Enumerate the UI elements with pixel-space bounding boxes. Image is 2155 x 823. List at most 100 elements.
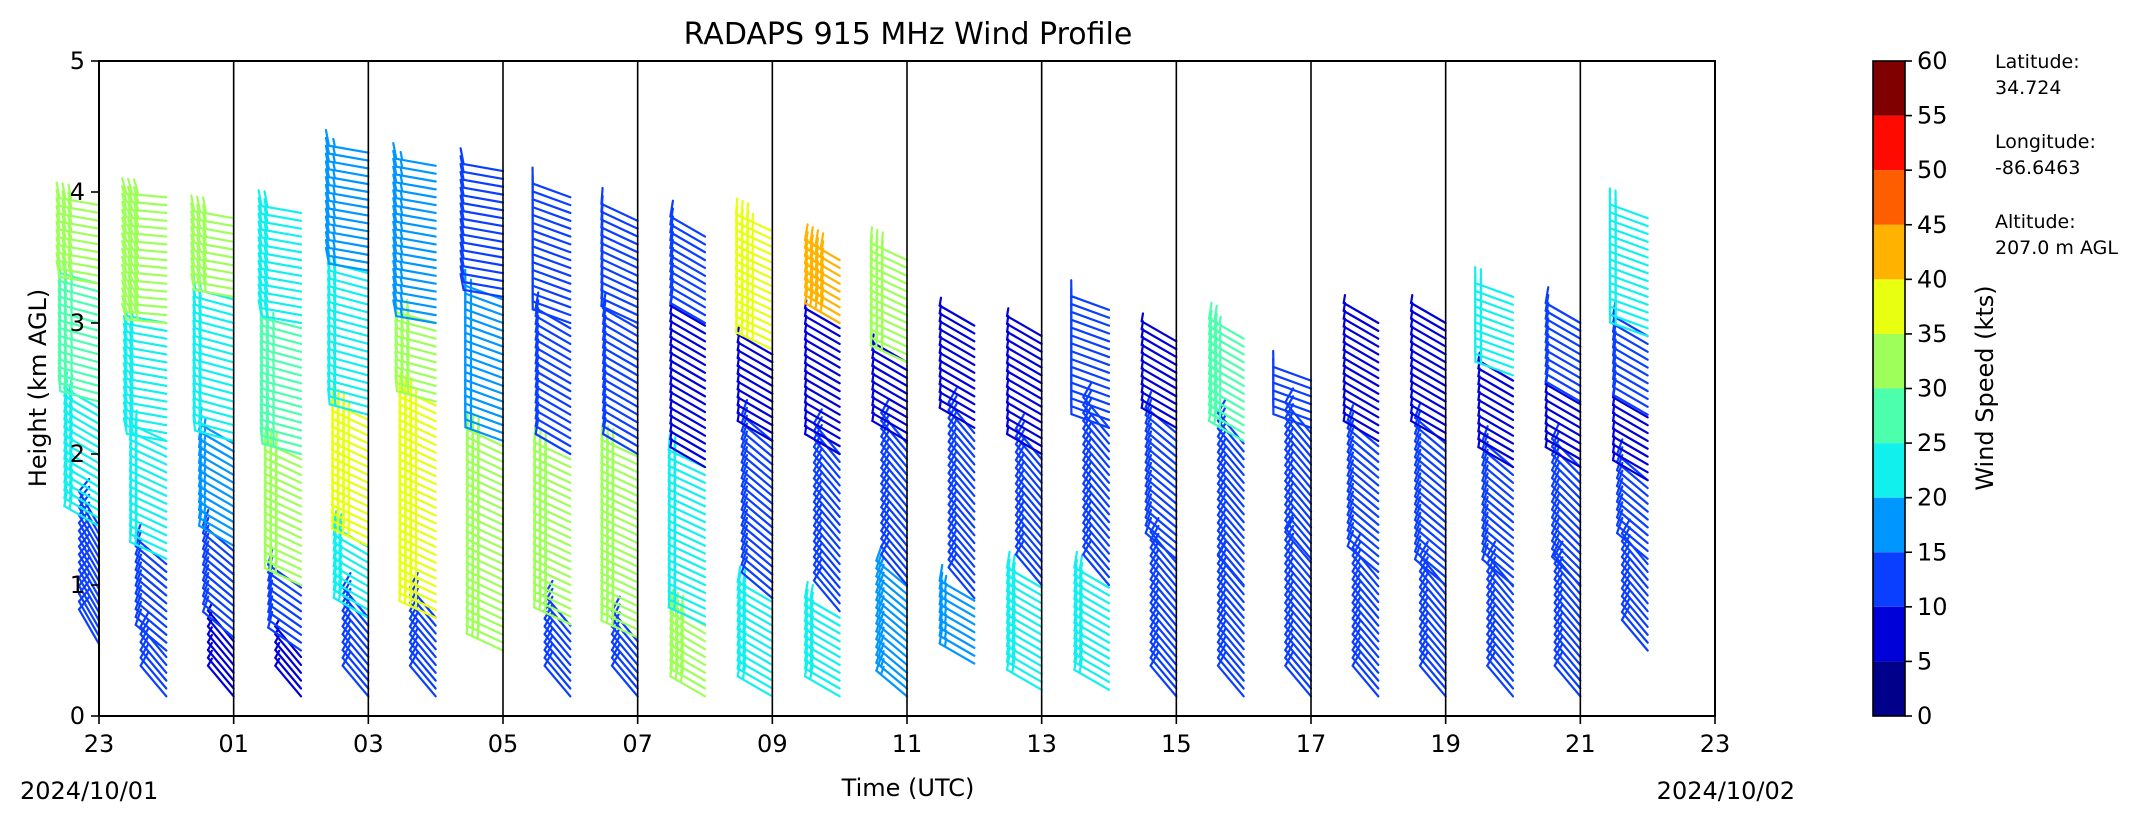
wind-barb-flag (392, 252, 398, 270)
wind-barb-shaft (740, 516, 774, 545)
wind-barb-shaft (736, 356, 774, 380)
wind-barb-shaft (462, 225, 505, 236)
wind-barb-half-flag (70, 377, 74, 388)
wind-barb-shaft (1486, 562, 1515, 596)
wind-barb-half-flag (272, 437, 276, 448)
wind-barb-flag (257, 275, 263, 294)
wind-barb-shaft (543, 625, 572, 659)
colorbar-bin (1873, 170, 1905, 225)
wind-barb-half-flag (70, 283, 74, 294)
wind-barb-shaft (1144, 469, 1178, 498)
wind-barb-shaft (1005, 432, 1043, 456)
altitude-label: Altitude: (1995, 211, 2076, 233)
wind-barb-shaft (1342, 411, 1380, 435)
wind-barb-flag (947, 497, 958, 514)
wind-barb-flag (257, 236, 263, 255)
colorbar-tick-label: 60 (1917, 47, 1948, 75)
wind-barb-shaft (1216, 458, 1245, 492)
wind-barb-half-flag (399, 174, 404, 185)
wind-barb-shaft (1014, 466, 1043, 500)
wind-barb-flag (459, 170, 465, 189)
wind-barb-shaft (1615, 492, 1649, 521)
wind-barb-flag (459, 257, 465, 276)
wind-barb-shaft (1418, 593, 1447, 627)
wind-barb-shaft (1005, 393, 1043, 416)
wind-barb-shaft (1216, 562, 1245, 596)
wind-barb-shaft (1005, 354, 1043, 377)
wind-barb-shaft (812, 461, 841, 495)
wind-barb-half-flag (70, 314, 74, 325)
wind-barb-shaft (740, 445, 774, 474)
wind-barb-flag (812, 534, 823, 551)
wind-barb-flag (459, 273, 465, 291)
wind-barb-shaft (600, 202, 639, 222)
wind-barb-flag (1284, 434, 1295, 451)
wind-barb-shaft (1005, 346, 1043, 369)
wind-barb-shaft (1413, 416, 1447, 445)
wind-barb-shaft (462, 218, 505, 228)
wind-barb-shaft (1351, 625, 1380, 659)
wind-barb-flag (1553, 579, 1564, 597)
wind-barb-shaft (1477, 383, 1515, 406)
wind-barb-shaft (531, 245, 572, 262)
wind-barb-half-flag (399, 292, 404, 303)
wind-barb-flag (610, 642, 621, 659)
wind-barb-flag (459, 233, 465, 252)
colorbar-bin (1873, 279, 1905, 334)
wind-barb-shaft (206, 633, 235, 667)
wind-barb-flag (947, 552, 958, 569)
wind-barb-shaft (1409, 364, 1447, 387)
wind-barb-flag (257, 267, 263, 286)
wind-barb-shaft (1481, 503, 1515, 532)
wind-barb-flag (543, 627, 554, 644)
wind-barb-flag (1284, 497, 1295, 514)
x-tick-label: 11 (892, 730, 923, 758)
wind-barb-shaft (1014, 545, 1043, 579)
wind-barb-shaft (812, 532, 841, 566)
x-tick-label: 07 (622, 730, 653, 758)
wind-barb-shaft (462, 186, 505, 196)
wind-barb-flag (1284, 579, 1295, 597)
wind-barb-flag (1082, 523, 1093, 540)
wind-barb-flag (257, 259, 263, 278)
wind-barb-shaft (1351, 633, 1380, 667)
wind-barb-flag (408, 619, 419, 636)
wind-barb-shaft (1005, 322, 1043, 346)
colorbar-bin (1873, 224, 1905, 280)
wind-barb-shaft (201, 563, 235, 592)
hour-gridlines (232, 61, 1582, 716)
wind-barb-shaft (341, 656, 370, 690)
wind-barb-shaft (1082, 466, 1111, 500)
wind-barb-shaft (1486, 601, 1515, 635)
wind-barb-shaft (1014, 529, 1043, 563)
wind-barb-shaft (1611, 411, 1649, 435)
wind-barb-shaft (77, 608, 101, 646)
wind-barb-shaft (1149, 562, 1178, 596)
x-tick-label: 09 (757, 730, 788, 758)
wind-barb-shaft (1550, 477, 1582, 508)
wind-barb-flag (809, 226, 814, 245)
wind-barb-shaft (1620, 603, 1649, 636)
wind-barb-flag (1553, 634, 1564, 652)
wind-barb-flag (1284, 442, 1295, 459)
wind-barb-shaft (871, 356, 909, 380)
wind-barb-shaft (543, 664, 572, 698)
wind-barb-shaft (871, 388, 909, 411)
wind-barb-flag (819, 232, 825, 251)
wind-barb-flag (55, 228, 61, 247)
wind-barb-half-flag (399, 182, 404, 193)
wind-barb-shaft (803, 417, 841, 440)
wind-barb-flag (392, 220, 398, 239)
wind-barb-shaft (1284, 656, 1313, 690)
wind-barb-flag (459, 186, 465, 205)
wind-barb-flag (324, 191, 331, 210)
wind-barb-flag (1620, 534, 1631, 551)
wind-barb-shaft (601, 315, 639, 338)
wind-barb-flag (1284, 505, 1295, 522)
wind-barb-shaft (803, 354, 841, 377)
wind-barb-flag (1216, 619, 1227, 636)
wind-barb-shaft (1553, 586, 1582, 619)
wind-barb-shaft (1144, 429, 1178, 458)
wind-barb-shaft (1486, 633, 1515, 667)
wind-barb-shaft (1477, 367, 1515, 390)
